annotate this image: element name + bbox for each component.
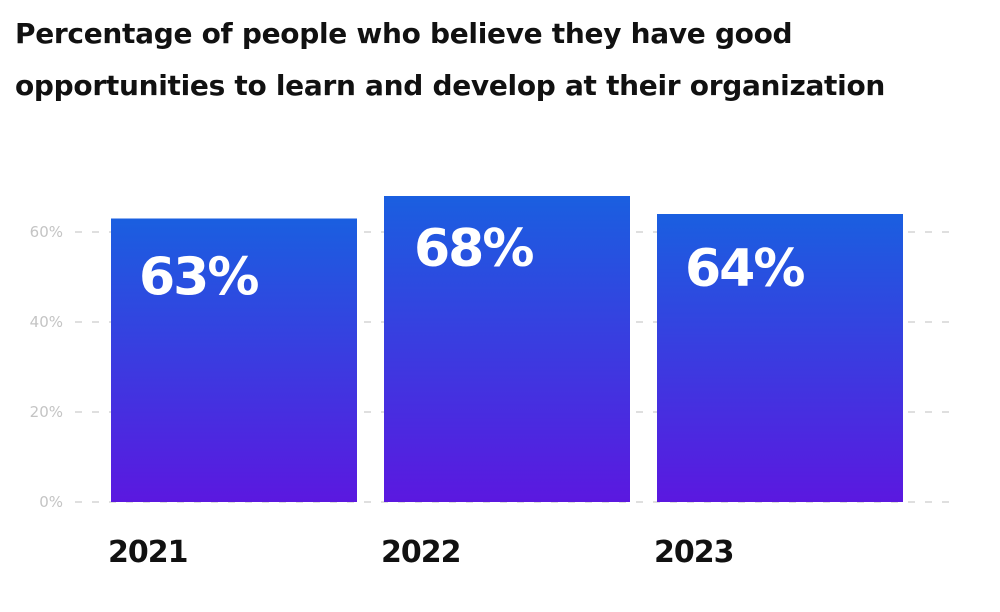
x-category-label: 2021: [108, 535, 188, 570]
chart-title: Percentage of people who believe they ha…: [15, 17, 886, 102]
x-category-label: 2023: [654, 535, 734, 570]
value-label: 68%: [414, 219, 533, 279]
y-tick-label: 40%: [30, 313, 63, 331]
y-tick-label: 0%: [39, 493, 63, 511]
y-tick-label: 60%: [30, 223, 63, 241]
bar-2023: [657, 214, 903, 502]
bars: [111, 196, 903, 502]
x-category-label: 2022: [381, 535, 461, 570]
bar-2022: [384, 196, 630, 502]
value-label: 63%: [139, 248, 258, 308]
value-labels: 63% 68% 64%: [139, 219, 806, 308]
bar-2021: [111, 218, 357, 502]
y-axis-ticks: 0% 20% 40% 60%: [30, 223, 63, 511]
y-tick-label: 20%: [30, 403, 63, 421]
x-axis-categories: 2021 2022 2023: [108, 535, 735, 570]
value-label: 64%: [685, 239, 804, 299]
